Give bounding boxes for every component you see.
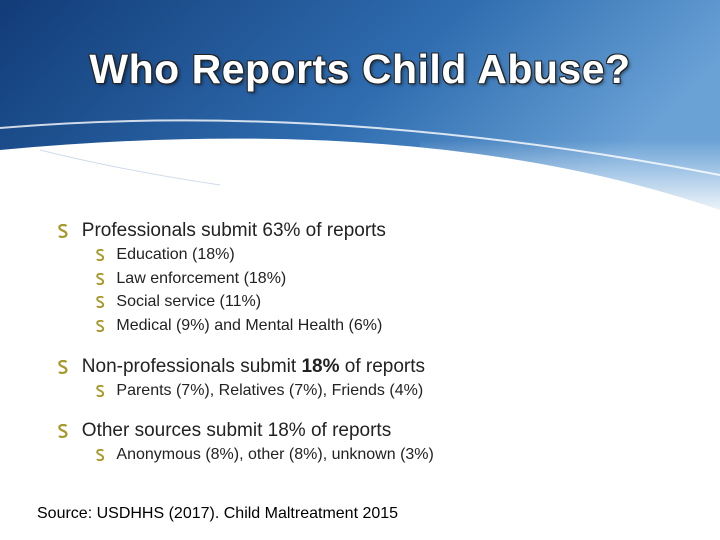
sub-bullet-text: Medical (9%) and Mental Health (6%) bbox=[116, 317, 383, 334]
bullet-text: Other sources submit 18% of reports bbox=[81, 420, 392, 441]
bullet: Professionals submit 63% of reports bbox=[58, 221, 386, 240]
bullet-icon bbox=[58, 359, 68, 375]
bullet-emphasis: 18% bbox=[301, 356, 340, 377]
bullet-icon bbox=[58, 423, 68, 439]
bullet-icon bbox=[96, 384, 105, 398]
bullet-text: Professionals submit 63% of reports bbox=[81, 220, 386, 241]
bullet-icon bbox=[96, 448, 105, 462]
bullet-icon bbox=[96, 248, 105, 262]
sub-bullet-text: Education (18%) bbox=[116, 246, 235, 263]
sub-bullet: Education (18%) bbox=[96, 247, 235, 263]
bullet-text: of reports bbox=[339, 356, 426, 377]
sub-bullet: Law enforcement (18%) bbox=[96, 271, 286, 287]
sub-bullet-text: Parents (7%), Relatives (7%), Friends (4… bbox=[116, 382, 424, 399]
bullet: Non-professionals submit 18% of reports bbox=[58, 357, 425, 376]
sub-bullet-text: Anonymous (8%), other (8%), unknown (3%) bbox=[116, 446, 434, 463]
bullet-icon bbox=[58, 223, 68, 239]
sub-bullet-text: Social service (11%) bbox=[116, 293, 262, 310]
slide-title: Who Reports Child Abuse? bbox=[89, 46, 631, 92]
sub-bullet: Parents (7%), Relatives (7%), Friends (4… bbox=[96, 383, 423, 399]
bullet-icon bbox=[96, 319, 105, 333]
sub-bullet: Anonymous (8%), other (8%), unknown (3%) bbox=[96, 447, 434, 463]
bullet-text: Non-professionals submit bbox=[81, 356, 302, 377]
bullet-icon bbox=[96, 295, 105, 309]
source-note: Source: USDHHS (2017). Child Maltreatmen… bbox=[37, 505, 399, 522]
bullet: Other sources submit 18% of reports bbox=[58, 421, 391, 440]
sub-bullet: Medical (9%) and Mental Health (6%) bbox=[96, 318, 382, 334]
sub-bullet-text: Law enforcement (18%) bbox=[116, 270, 287, 287]
header-background bbox=[0, 0, 720, 220]
sub-bullet: Social service (11%) bbox=[96, 294, 261, 310]
bullet-icon bbox=[96, 272, 105, 286]
